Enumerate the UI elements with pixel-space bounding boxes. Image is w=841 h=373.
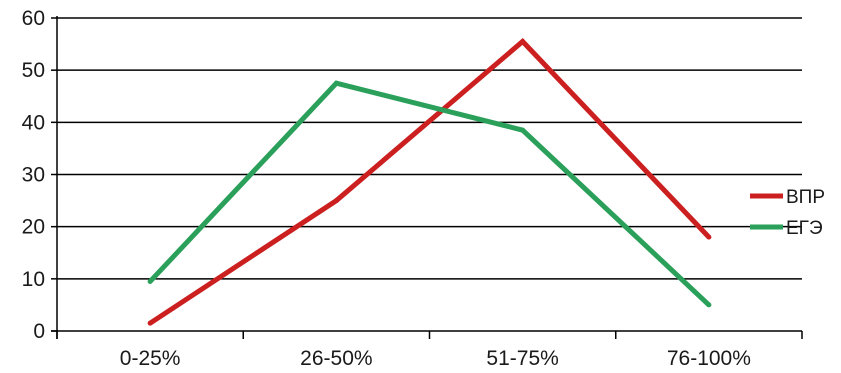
y-tick-label: 50 [22,59,45,82]
data-point [520,127,526,133]
data-point [333,80,339,86]
y-tick-label: 0 [33,320,45,343]
x-tick-label: 26-50% [300,347,372,370]
data-point [520,38,526,44]
y-tick-label: 60 [22,7,45,30]
axis-layer: 0 10 20 30 40 50 60 0-25% 26-50% 51-75% 76-100% [22,7,803,370]
y-tick-label: 30 [22,164,45,187]
y-tick-label: 20 [22,216,45,239]
series-line-1 [148,38,711,326]
data-point [147,320,153,326]
legend: ВПР ЕГЭ [750,187,825,239]
x-tick-label: 76-100% [667,347,751,370]
data-point [706,302,712,308]
y-tick-label: 40 [22,111,45,134]
data-point [147,278,153,284]
x-tick-label: 0-25% [120,347,181,370]
legend-label: ВПР [786,187,825,208]
series-line-2 [148,80,711,307]
y-tick-label: 10 [22,268,45,291]
legend-label: ЕГЭ [786,218,823,239]
data-point [706,234,712,240]
grid-layer [57,17,802,280]
data-point [333,198,339,204]
x-tick-label: 51-75% [486,347,558,370]
series-layer [147,38,712,326]
